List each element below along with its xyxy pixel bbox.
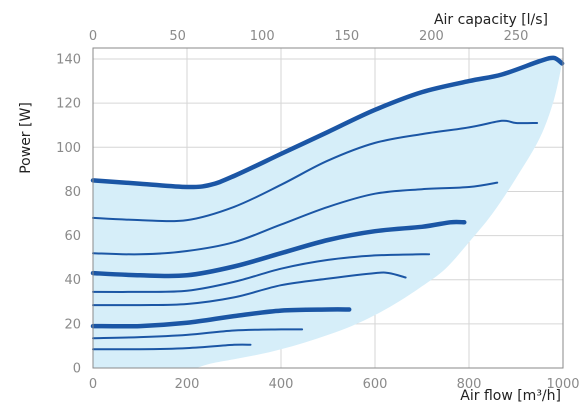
x2-tick-label: 200 [419,29,444,44]
x2-tick-label: 150 [334,29,359,44]
x-tick-label: 0 [89,377,97,392]
series-line-9 [92,343,252,351]
series-line-3 [92,181,499,256]
y-tick-label: 140 [56,53,81,68]
x-tick-label: 200 [175,377,200,392]
series-line-4 [90,219,467,279]
x2-tick-label: 100 [250,29,275,44]
x2-tick-label: 250 [504,29,529,44]
y-tick-label: 100 [56,141,81,156]
x-tick-label: 600 [363,377,388,392]
series-line-1 [90,55,565,190]
series-line-8 [92,328,304,340]
y-tick-label: 40 [64,273,81,288]
x-axis-ticks: 0 200 400 600 800 1000 [89,377,580,392]
y-tick-label: 80 [64,185,81,200]
series-line-6 [92,271,407,307]
x-tick-label: 1000 [546,377,579,392]
series-line-7 [90,307,352,329]
x2-tick-label: 50 [169,29,186,44]
series-line-5 [92,253,431,293]
x-tick-label: 400 [269,377,294,392]
x2-tick-label: 0 [89,29,97,44]
y-tick-label: 60 [64,229,81,244]
series-line-2 [92,119,539,223]
plot-frame [92,47,564,369]
y-axis-title: Power [W] [18,102,34,174]
x-tick-label: 800 [457,377,482,392]
operating-range-area [93,57,563,368]
x2-axis-title: Air capacity [l/s] [434,12,548,28]
y-axis-ticks: 0 20 40 60 80 100 120 140 [56,53,81,377]
series-lines [90,55,565,351]
y-tick-label: 120 [56,97,81,112]
x2-axis-ticks: 0 50 100 150 200 250 [89,29,529,44]
y-tick-label: 0 [73,362,81,377]
x-axis-title: Air flow [m³/h] [460,388,561,404]
y-tick-label: 20 [64,317,81,332]
